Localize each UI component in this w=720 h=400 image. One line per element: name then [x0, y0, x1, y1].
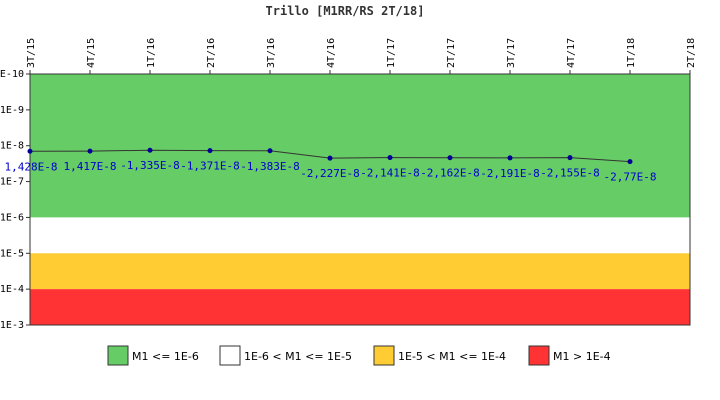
x-tick-label-2: 1T/16 — [146, 38, 157, 68]
x-tick-label-5: 4T/16 — [326, 38, 337, 68]
point-10 — [627, 159, 633, 165]
band-1 — [30, 217, 690, 254]
point-6 — [387, 155, 393, 161]
y-tick-label-1: 1E-9 — [0, 105, 24, 116]
band-3 — [30, 289, 690, 325]
point-3 — [207, 148, 213, 154]
point-1 — [87, 148, 93, 154]
x-tick-label-4: 3T/16 — [266, 38, 277, 68]
y-axis: 1E-10 1E-9 1E-8 1E-7 1E-6 1E-5 1E-4 1E-3 — [0, 69, 30, 331]
x-tick-label-7: 2T/17 — [446, 38, 457, 68]
risk-bands — [29, 73, 691, 326]
chart-title: Trillo [M1RR/RS 2T/18] — [266, 4, 425, 18]
data-label-1: 1,417E-8 — [64, 160, 117, 173]
y-tick-label-7: 1E-3 — [0, 320, 24, 331]
data-label-3: -1,371E-8 — [180, 160, 240, 173]
y-tick-label-5: 1E-5 — [0, 248, 24, 259]
y-tick-label-6: 1E-4 — [0, 284, 24, 295]
y-tick-label-0: 1E-10 — [0, 69, 24, 80]
series-m1: 1,428E-8 1,417E-8 -1,335E-8 -1,371E-8 -1,383… — [5, 147, 657, 184]
y-tick-label-3: 1E-7 — [0, 177, 24, 188]
data-label-9: -2,155E-8 — [540, 167, 600, 180]
point-5 — [327, 155, 333, 161]
x-tick-label-0: 3T/15 — [26, 38, 37, 68]
x-tick-label-3: 2T/16 — [206, 38, 217, 68]
point-0 — [27, 148, 33, 154]
data-label-6: -2,141E-8 — [360, 167, 420, 180]
point-9 — [567, 155, 573, 161]
data-label-7: -2,162E-8 — [420, 167, 480, 180]
x-axis: 3T/15 4T/15 1T/16 2T/16 3T/16 4T/16 1T/17 2T/17… — [26, 38, 697, 74]
y-tick-label-4: 1E-6 — [0, 212, 24, 223]
point-8 — [507, 155, 513, 161]
point-7 — [447, 155, 453, 161]
x-tick-label-1: 4T/15 — [86, 38, 97, 68]
data-label-0: 1,428E-8 — [5, 160, 58, 173]
y-tick-label-2: 1E-8 — [0, 141, 24, 152]
x-tick-label-6: 1T/17 — [386, 38, 397, 68]
legend-swatch-3 — [528, 345, 550, 366]
band-2 — [30, 253, 690, 290]
legend-label-0: M1 <= 1E-6 — [132, 350, 199, 363]
data-label-2: -1,335E-8 — [120, 159, 180, 172]
legend-label-2: 1E-5 < M1 <= 1E-4 — [398, 350, 506, 363]
x-tick-label-10: 1T/18 — [626, 38, 637, 68]
plot-frame — [29, 73, 691, 326]
legend-swatch-0 — [107, 345, 129, 366]
legend: M1 <= 1E-6 1E-6 < M1 <= 1E-5 1E-5 < M1 <= … — [107, 345, 611, 366]
band-0 — [30, 74, 690, 218]
data-label-5: -2,227E-8 — [300, 167, 360, 180]
x-tick-label-9: 4T/17 — [566, 38, 577, 68]
data-label-10: -2,77E-8 — [604, 171, 657, 184]
data-label-8: -2,191E-8 — [480, 167, 540, 180]
x-tick-label-8: 3T/17 — [506, 38, 517, 68]
point-2 — [147, 147, 153, 153]
x-tick-label-11: 2T/18 — [686, 38, 697, 68]
legend-label-1: 1E-6 < M1 <= 1E-5 — [244, 350, 352, 363]
legend-swatch-2 — [373, 345, 395, 366]
legend-swatch-1 — [219, 345, 241, 366]
data-label-4: -1,383E-8 — [240, 160, 300, 173]
point-4 — [267, 148, 273, 154]
legend-label-3: M1 > 1E-4 — [553, 350, 611, 363]
